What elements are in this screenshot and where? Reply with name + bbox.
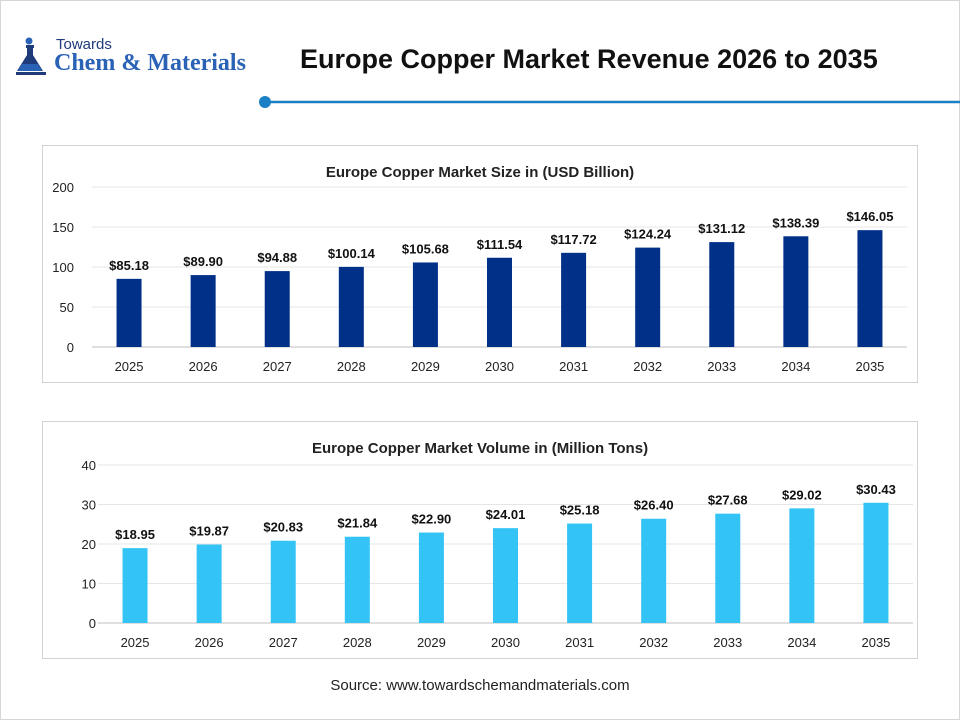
x-tick-label: 2029 xyxy=(411,359,440,374)
y-tick-label: 200 xyxy=(52,180,74,195)
x-tick-label: 2032 xyxy=(639,635,668,650)
bar xyxy=(709,242,735,347)
bar xyxy=(493,528,518,623)
x-tick-label: 2027 xyxy=(263,359,292,374)
bar xyxy=(715,513,741,623)
y-tick-label: 30 xyxy=(82,498,96,513)
bar xyxy=(567,523,593,623)
data-label: $89.90 xyxy=(183,254,223,269)
data-label: $20.83 xyxy=(263,520,303,535)
x-tick-label: 2035 xyxy=(855,359,884,374)
data-label: $24.01 xyxy=(486,507,526,522)
x-tick-label: 2033 xyxy=(707,359,736,374)
x-tick-label: 2031 xyxy=(559,359,588,374)
data-label: $18.95 xyxy=(115,527,155,542)
bar xyxy=(641,518,667,623)
x-tick-label: 2025 xyxy=(115,359,144,374)
logo-bottom-text: Chem & Materials xyxy=(54,50,246,76)
y-tick-label: 10 xyxy=(82,577,96,592)
bar xyxy=(122,548,148,623)
y-tick-label: 150 xyxy=(52,220,74,235)
bar xyxy=(264,271,290,347)
y-tick-label: 100 xyxy=(52,260,74,275)
data-label: $100.14 xyxy=(328,246,376,261)
data-label: $22.90 xyxy=(412,512,452,527)
data-label: $25.18 xyxy=(560,503,600,518)
y-tick-label: 0 xyxy=(89,616,96,631)
bar xyxy=(196,544,222,623)
x-tick-label: 2031 xyxy=(565,635,594,650)
x-tick-label: 2029 xyxy=(417,635,446,650)
bar xyxy=(418,532,444,623)
x-tick-label: 2032 xyxy=(633,359,662,374)
x-tick-label: 2033 xyxy=(713,635,742,650)
data-label: $94.88 xyxy=(257,250,297,265)
page-title: Europe Copper Market Revenue 2026 to 203… xyxy=(300,44,878,74)
market-size-chart: Europe Copper Market Size in (USD Billio… xyxy=(42,145,918,383)
data-label: $19.87 xyxy=(189,524,229,539)
data-label: $124.24 xyxy=(624,227,672,242)
x-tick-label: 2030 xyxy=(491,635,520,650)
x-tick-label: 2027 xyxy=(269,635,298,650)
x-tick-label: 2035 xyxy=(861,635,890,650)
data-label: $29.02 xyxy=(782,487,822,502)
logo-top-text: Towards xyxy=(56,36,112,53)
x-tick-label: 2034 xyxy=(781,359,810,374)
x-tick-label: 2026 xyxy=(189,359,218,374)
data-label: $21.84 xyxy=(337,516,378,531)
data-label: $131.12 xyxy=(698,221,745,236)
bar xyxy=(863,502,889,623)
title-divider xyxy=(259,96,960,108)
bar xyxy=(487,257,512,347)
data-label: $117.72 xyxy=(550,232,596,247)
bar xyxy=(190,275,216,347)
chart-title: Europe Copper Market Volume in (Million … xyxy=(312,440,648,457)
x-tick-label: 2030 xyxy=(485,359,514,374)
bar xyxy=(789,508,815,623)
x-tick-label: 2034 xyxy=(787,635,816,650)
x-tick-label: 2028 xyxy=(337,359,366,374)
bar xyxy=(412,262,438,347)
chart-title: Europe Copper Market Size in (USD Billio… xyxy=(326,164,634,181)
data-label: $138.39 xyxy=(772,215,819,230)
brand-logo: Towards Chem & Materials xyxy=(16,36,266,80)
market-size-chart-svg: Europe Copper Market Size in (USD Billio… xyxy=(52,164,907,374)
bar xyxy=(116,278,142,347)
bar xyxy=(344,536,370,623)
data-label: $105.68 xyxy=(402,241,449,256)
x-tick-label: 2028 xyxy=(343,635,372,650)
y-tick-label: 20 xyxy=(82,537,96,552)
x-tick-label: 2025 xyxy=(121,635,150,650)
y-tick-label: 40 xyxy=(82,458,96,473)
bar xyxy=(561,252,587,347)
bar xyxy=(857,230,883,347)
bar xyxy=(270,540,296,623)
data-label: $26.40 xyxy=(634,498,674,513)
market-volume-chart: Europe Copper Market Volume in (Million … xyxy=(42,421,918,659)
data-label: $85.18 xyxy=(109,258,149,273)
bar xyxy=(338,266,364,347)
bar xyxy=(783,236,809,347)
bar xyxy=(635,247,661,347)
y-tick-label: 50 xyxy=(60,300,74,315)
flask-icon xyxy=(16,37,46,75)
market-volume-chart-svg: Europe Copper Market Volume in (Million … xyxy=(82,440,913,650)
x-tick-label: 2026 xyxy=(195,635,224,650)
data-label: $27.68 xyxy=(708,493,748,508)
data-label: $111.54 xyxy=(477,237,523,252)
y-tick-label: 0 xyxy=(67,340,74,355)
data-label: $146.05 xyxy=(846,209,893,224)
source-note: Source: www.towardschemandmaterials.com xyxy=(330,677,630,694)
data-label: $30.43 xyxy=(856,482,896,497)
